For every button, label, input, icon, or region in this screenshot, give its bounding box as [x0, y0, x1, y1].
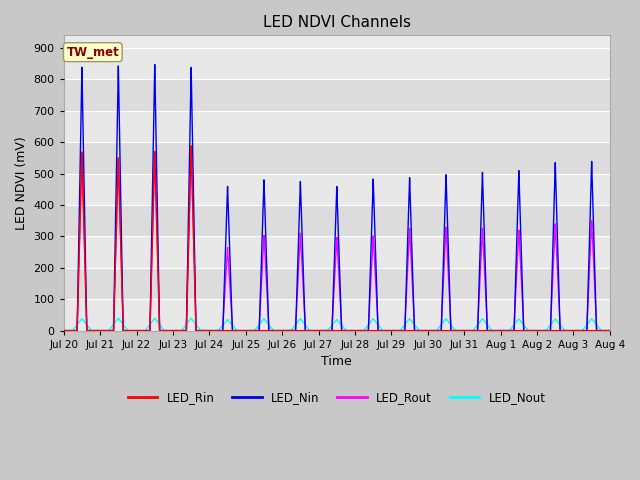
Legend: LED_Rin, LED_Nin, LED_Rout, LED_Nout: LED_Rin, LED_Nin, LED_Rout, LED_Nout — [123, 387, 550, 409]
Text: TW_met: TW_met — [67, 46, 119, 59]
Bar — [64, 174, 610, 205]
Bar — [64, 205, 610, 236]
Bar — [64, 299, 610, 331]
Bar — [64, 111, 610, 142]
Title: LED NDVI Channels: LED NDVI Channels — [263, 15, 411, 30]
X-axis label: Time: Time — [321, 355, 352, 368]
Bar — [64, 268, 610, 299]
Bar — [64, 48, 610, 79]
Y-axis label: LED NDVI (mV): LED NDVI (mV) — [15, 136, 28, 230]
Bar — [64, 79, 610, 111]
Bar — [64, 142, 610, 174]
Bar — [64, 236, 610, 268]
